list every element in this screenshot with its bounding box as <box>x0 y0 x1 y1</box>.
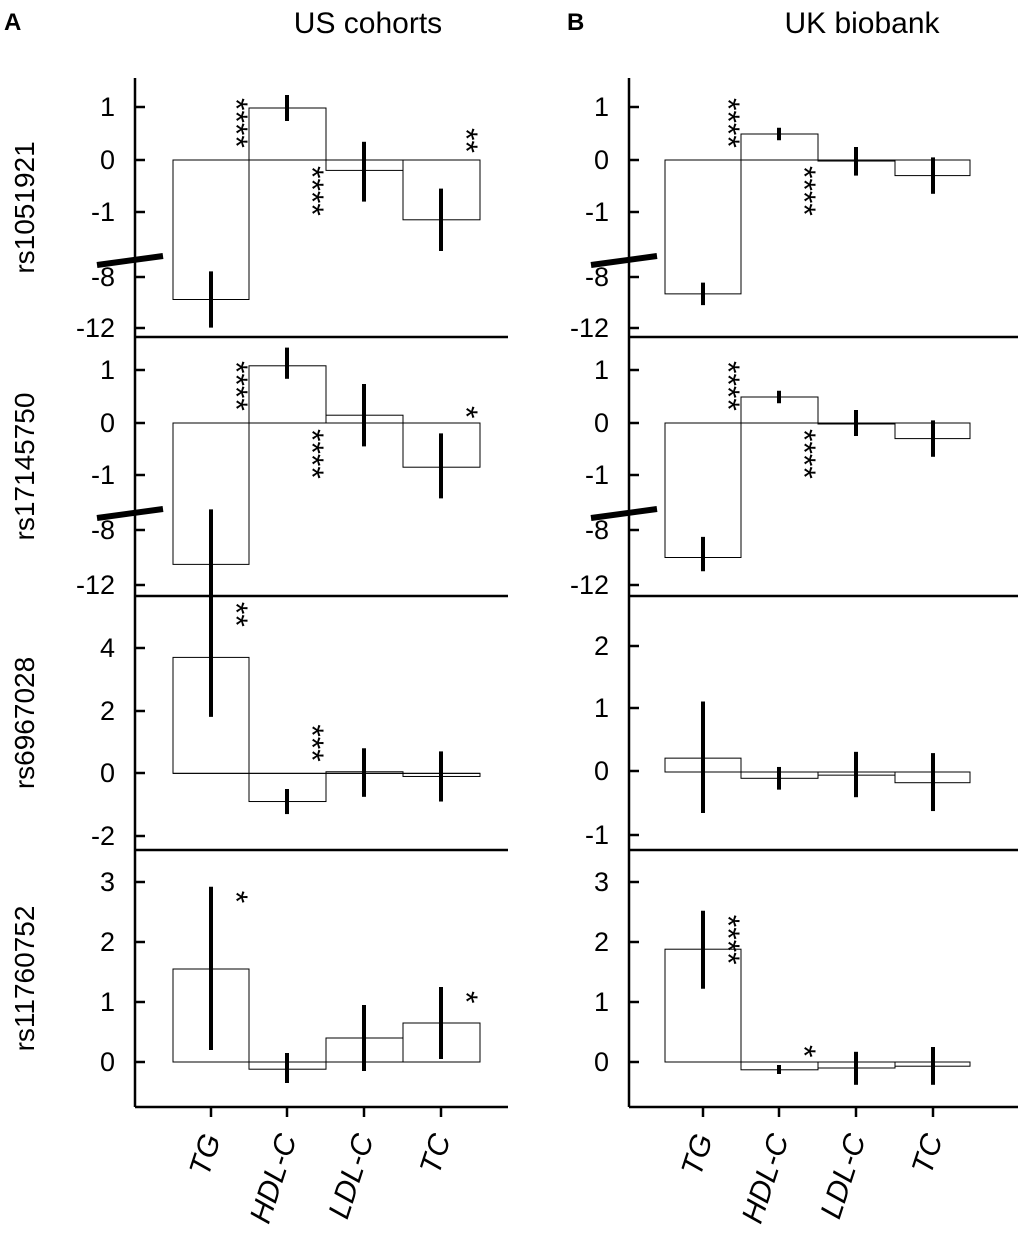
panel-letter: B <box>567 9 584 36</box>
significance-stars: * <box>218 891 254 903</box>
axis-break-mark <box>590 506 658 521</box>
y-tick-label: 2 <box>594 927 609 957</box>
y-tick-label: 3 <box>100 867 115 897</box>
significance-stars: * <box>448 991 484 1003</box>
axis-break-mark <box>590 253 658 268</box>
y-tick-label: 1 <box>594 693 609 723</box>
significance-stars: * <box>786 1045 822 1057</box>
x-category-label: TG <box>183 1130 227 1180</box>
significance-stars: ** <box>218 602 254 627</box>
y-tick-label: 1 <box>594 355 609 385</box>
y-tick-label: 4 <box>100 633 115 663</box>
y-tick-label: -1 <box>585 460 609 490</box>
y-tick-label: -1 <box>91 197 115 227</box>
column-title: US cohorts <box>294 7 442 40</box>
row-label: rs17145750 <box>9 393 40 541</box>
significance-stars: ** <box>448 128 484 153</box>
y-tick-label: -1 <box>585 820 609 850</box>
y-tick-label: 3 <box>594 867 609 897</box>
y-tick-label: -12 <box>76 313 115 343</box>
y-tick-label: 0 <box>594 756 609 786</box>
x-category-label: LDL-C <box>322 1130 380 1223</box>
x-category-label: TG <box>675 1130 719 1180</box>
y-tick-label: -1 <box>91 460 115 490</box>
y-tick-label: -12 <box>76 570 115 600</box>
y-tick-label: -12 <box>570 570 609 600</box>
y-tick-label: -1 <box>585 197 609 227</box>
y-tick-label: 2 <box>594 631 609 661</box>
x-category-label: HDL-C <box>244 1130 304 1228</box>
y-tick-label: 1 <box>594 92 609 122</box>
significance-stars: * <box>448 406 484 418</box>
panel-letter: A <box>4 9 21 36</box>
bar <box>664 159 742 295</box>
axis-break-mark <box>96 253 164 268</box>
x-category-label: TC <box>906 1130 950 1179</box>
significance-stars: **** <box>710 915 746 965</box>
significance-stars: **** <box>218 98 254 148</box>
row-label: rs11760752 <box>9 906 40 1052</box>
significance-stars: **** <box>786 166 822 216</box>
y-tick-label: 0 <box>594 1047 609 1077</box>
x-category-label: LDL-C <box>814 1130 872 1223</box>
y-tick-label: 1 <box>100 987 115 1017</box>
y-tick-label: -12 <box>570 313 609 343</box>
significance-stars: **** <box>786 429 822 479</box>
row-label: rs1051921 <box>9 141 40 273</box>
x-category-label: TC <box>414 1130 458 1179</box>
y-tick-label: 0 <box>100 145 115 175</box>
row-label: rs6967028 <box>9 657 40 789</box>
significance-stars: **** <box>294 166 330 216</box>
y-tick-label: -2 <box>91 821 115 851</box>
y-tick-label: 0 <box>594 408 609 438</box>
significance-stars: **** <box>710 361 746 411</box>
significance-stars: *** <box>294 724 330 761</box>
y-tick-label: 2 <box>100 696 115 726</box>
y-tick-label: 1 <box>100 92 115 122</box>
y-tick-label: 0 <box>594 145 609 175</box>
y-tick-label: 1 <box>594 987 609 1017</box>
x-category-label: HDL-C <box>736 1130 796 1228</box>
y-tick-label: 1 <box>100 355 115 385</box>
y-tick-label: 0 <box>100 1047 115 1077</box>
significance-stars: **** <box>294 429 330 479</box>
y-tick-label: 2 <box>100 927 115 957</box>
column-title: UK biobank <box>784 7 940 40</box>
axis-break-mark <box>96 506 164 521</box>
y-tick-label: 0 <box>100 758 115 788</box>
y-tick-label: 0 <box>100 408 115 438</box>
significance-stars: **** <box>218 361 254 411</box>
significance-stars: **** <box>710 98 746 148</box>
